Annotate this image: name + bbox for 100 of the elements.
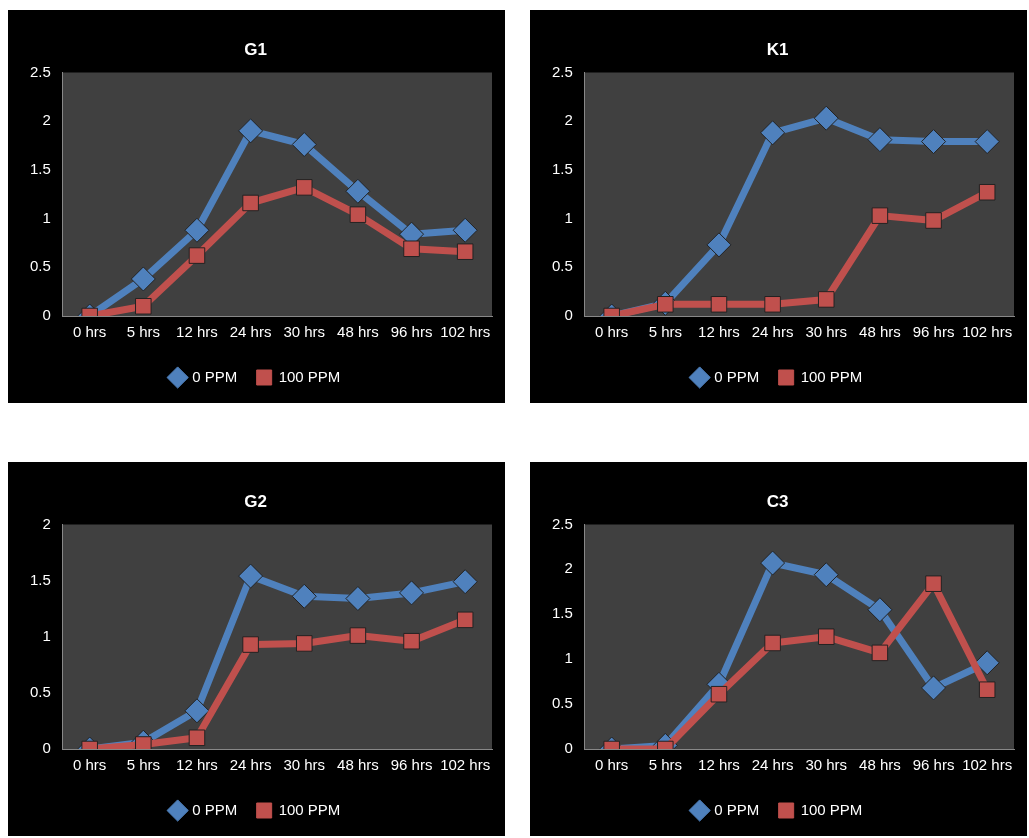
point: [399, 580, 425, 606]
x-tick-label: 96 hrs: [912, 323, 955, 341]
point: [452, 569, 478, 595]
point: [867, 127, 893, 153]
point: [291, 583, 317, 609]
point: [291, 132, 317, 158]
x-tick-label: 12 hrs: [698, 323, 740, 341]
x-tick-label: 48 hrs: [859, 323, 901, 341]
x-tick-label: 0 hrs: [72, 756, 107, 774]
point: [813, 562, 839, 588]
legend-label: 100 PPM: [278, 800, 341, 818]
legend-label: 0 PPM: [192, 367, 238, 385]
y-tick-label: 2.5: [29, 62, 51, 80]
x-tick-label: 96 hrs: [390, 323, 433, 341]
point: [764, 634, 781, 652]
x-tick-label: 5 hrs: [648, 756, 682, 774]
x-tick-label: 24 hrs: [229, 756, 272, 774]
y-tick-label: 0.5: [29, 682, 51, 700]
y-tick-label: 2.5: [551, 62, 573, 80]
y-tick-label: 0.5: [29, 257, 51, 275]
point: [188, 247, 206, 264]
y-tick-label: 1.5: [551, 159, 573, 177]
y-tick-label: 0: [42, 306, 51, 324]
y-tick-label: 1.5: [29, 159, 51, 177]
y-tick-label: 0: [564, 739, 573, 757]
point: [813, 105, 839, 131]
x-tick-label: 5 hrs: [126, 756, 160, 774]
chart-title: G2: [244, 491, 267, 511]
y-tick-label: 1.5: [551, 604, 573, 622]
point: [760, 550, 786, 576]
x-tick-label: 0 hrs: [594, 756, 629, 774]
point: [710, 296, 728, 313]
y-tick-label: 2: [564, 559, 573, 577]
point: [978, 183, 996, 201]
x-tick-label: 12 hrs: [176, 323, 218, 341]
y-tick-label: 2: [42, 514, 51, 532]
point: [764, 296, 781, 313]
point: [871, 644, 889, 662]
x-tick-label: 24 hrs: [229, 323, 272, 341]
x-tick-label: 30 hrs: [283, 323, 326, 341]
point: [130, 266, 156, 292]
point: [345, 586, 371, 612]
x-tick-label: 5 hrs: [648, 323, 682, 341]
y-tick-label: 1: [42, 626, 51, 644]
point: [349, 206, 367, 223]
x-tick-label: 102 hrs: [440, 756, 491, 774]
y-tick-label: 2.5: [551, 514, 573, 532]
legend-label: 100 PPM: [800, 367, 863, 385]
legend-label: 100 PPM: [278, 367, 341, 385]
y-tick-label: 0: [42, 739, 51, 757]
x-tick-label: 0 hrs: [594, 323, 629, 341]
x-tick-label: 12 hrs: [176, 756, 218, 774]
point: [184, 217, 210, 243]
x-tick-label: 102 hrs: [962, 756, 1013, 774]
point: [349, 627, 367, 644]
legend-label: 0 PPM: [714, 800, 760, 818]
point: [817, 291, 835, 308]
point: [974, 650, 1000, 676]
x-tick-label: 96 hrs: [912, 756, 955, 774]
point: [710, 685, 728, 703]
point: [760, 120, 786, 146]
point: [295, 635, 313, 652]
y-tick-label: 1: [564, 208, 573, 226]
y-tick-label: 2: [42, 111, 51, 129]
point: [403, 240, 420, 258]
y-tick-label: 1.5: [29, 570, 51, 588]
point: [925, 212, 942, 229]
point: [452, 217, 478, 243]
y-tick-label: 0.5: [551, 694, 573, 712]
point: [135, 297, 152, 315]
point: [706, 232, 732, 258]
point: [456, 611, 474, 629]
x-tick-label: 24 hrs: [751, 323, 794, 341]
y-tick-label: 1: [42, 208, 51, 226]
chart-title: G1: [244, 39, 267, 59]
point: [242, 194, 259, 212]
point: [867, 597, 893, 623]
y-tick-label: 0.5: [551, 257, 573, 275]
x-tick-label: 102 hrs: [440, 323, 491, 341]
y-tick-label: 1: [564, 649, 573, 667]
point: [817, 628, 835, 645]
legend-label: 0 PPM: [192, 800, 238, 818]
x-tick-label: 12 hrs: [698, 756, 740, 774]
chart-title: K1: [766, 39, 789, 59]
point: [921, 129, 947, 155]
point: [871, 207, 889, 224]
point: [345, 178, 371, 204]
point: [238, 563, 264, 589]
point: [921, 675, 947, 701]
x-tick-label: 30 hrs: [283, 756, 326, 774]
x-tick-label: 30 hrs: [805, 323, 848, 341]
x-tick-label: 48 hrs: [859, 756, 901, 774]
x-tick-label: 48 hrs: [337, 756, 379, 774]
point: [456, 243, 474, 260]
y-tick-label: 0: [564, 306, 573, 324]
legend-label: 100 PPM: [800, 800, 863, 818]
y-tick-label: 2: [564, 111, 573, 129]
x-tick-label: 30 hrs: [805, 756, 848, 774]
point: [242, 636, 259, 653]
point: [238, 118, 264, 144]
